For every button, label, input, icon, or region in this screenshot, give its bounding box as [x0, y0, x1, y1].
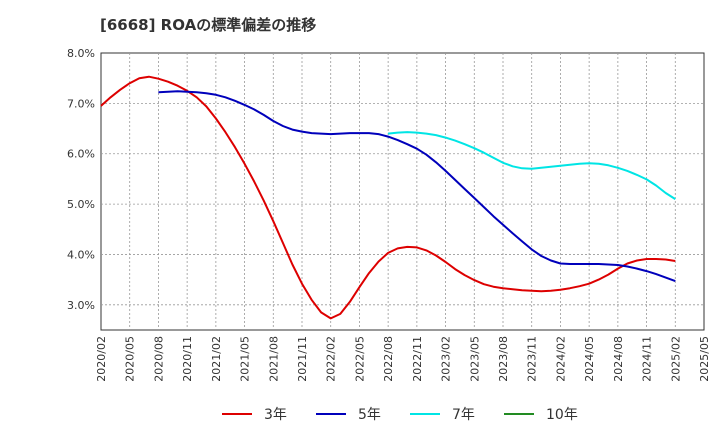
legend-label: 3年: [264, 407, 287, 423]
grid: [101, 53, 704, 330]
plot-frame: [100, 52, 705, 331]
x-tick-label: 2021/05: [239, 336, 252, 382]
x-tick-label: 2020/08: [152, 336, 165, 382]
x-tick-label: 2024/02: [554, 336, 567, 382]
x-axis-ticks: 2020/02 2020/05 2020/08 2020/11 2021/02 2021/…: [95, 336, 711, 382]
legend-label: 5年: [358, 407, 381, 423]
x-tick-label: 2022/11: [411, 336, 424, 382]
y-tick-label: 3.0%: [67, 299, 95, 312]
legend: 3年 5年 7年 10年: [222, 407, 578, 423]
y-tick-label: 6.0%: [67, 148, 95, 161]
x-tick-label: 2021/02: [210, 336, 223, 382]
x-tick-label: 2022/02: [325, 336, 338, 382]
x-tick-label: 2024/08: [612, 336, 625, 382]
x-tick-label: 2023/05: [468, 336, 481, 382]
chart-title: [6668] ROAの標準偏差の推移: [100, 16, 316, 34]
x-tick-label: 2025/02: [669, 336, 682, 382]
y-tick-label: 8.0%: [67, 47, 95, 60]
x-tick-label: 2025/05: [698, 336, 711, 382]
x-tick-label: 2020/02: [95, 336, 108, 382]
x-tick-label: 2023/08: [497, 336, 510, 382]
x-tick-label: 2020/05: [124, 336, 137, 382]
y-tick-label: 5.0%: [67, 198, 95, 211]
x-tick-label: 2021/08: [267, 336, 280, 382]
series-lines: [100, 75, 676, 320]
y-tick-label: 4.0%: [67, 248, 95, 261]
y-tick-label: 7.0%: [67, 97, 95, 110]
legend-label: 10年: [546, 407, 578, 423]
series-line-7年: [387, 131, 676, 200]
x-tick-label: 2024/05: [583, 336, 596, 382]
x-tick-label: 2022/05: [353, 336, 366, 382]
x-tick-label: 2024/11: [641, 336, 654, 382]
x-tick-label: 2023/02: [440, 336, 453, 382]
legend-label: 7年: [452, 407, 475, 423]
x-tick-label: 2023/11: [526, 336, 539, 382]
x-tick-label: 2021/11: [296, 336, 309, 382]
y-axis-ticks: 3.0% 4.0% 5.0% 6.0% 7.0% 8.0%: [67, 47, 95, 312]
x-tick-label: 2022/08: [382, 336, 395, 382]
series-line-5年: [158, 90, 676, 283]
x-tick-label: 2020/11: [181, 336, 194, 382]
series-line-3年: [100, 75, 676, 320]
